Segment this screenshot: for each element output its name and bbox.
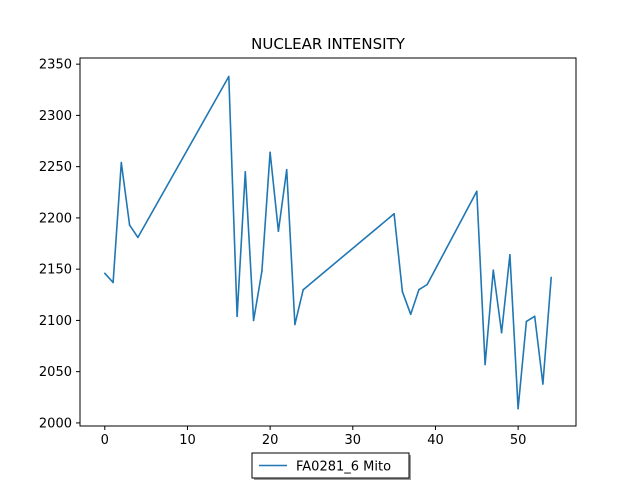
- data-point: [409, 313, 412, 316]
- data-point: [533, 315, 536, 318]
- series-layer: [104, 75, 552, 410]
- data-point: [492, 269, 495, 272]
- y-axis: 2000 2050 2100 2150 2200 2250 2300 2350: [39, 58, 80, 431]
- data-point: [112, 281, 114, 284]
- data-point: [542, 383, 544, 385]
- data-point: [128, 224, 131, 226]
- x-tick-label: 40: [427, 433, 444, 448]
- data-point: [517, 407, 519, 410]
- x-tick-label: 0: [101, 433, 109, 448]
- data-point: [252, 319, 255, 322]
- data-point: [285, 168, 288, 171]
- x-tick-label: 50: [510, 433, 527, 448]
- series-line-0: [104, 75, 552, 410]
- y-tick-label: 2300: [39, 109, 72, 124]
- data-point: [277, 230, 280, 232]
- y-tick-label: 2150: [39, 263, 72, 278]
- data-point: [476, 190, 478, 193]
- data-point: [261, 270, 263, 273]
- x-tick-label: 30: [345, 433, 362, 448]
- data-point: [228, 75, 230, 78]
- y-tick-label: 2050: [39, 365, 72, 380]
- data-point: [302, 288, 305, 291]
- data-point: [484, 363, 486, 366]
- plot-frame: [79, 57, 577, 427]
- y-tick-label: 2200: [39, 211, 72, 226]
- y-tick-label: 2100: [39, 314, 72, 329]
- data-point: [244, 171, 247, 173]
- x-tick-label: 10: [179, 433, 196, 448]
- data-point: [525, 320, 528, 323]
- data-point: [137, 236, 139, 239]
- legend-label: FA0281_6 Mito: [296, 460, 391, 475]
- chart-title: NUCLEAR INTENSITY: [251, 35, 406, 53]
- data-point: [509, 254, 511, 256]
- data-point: [426, 283, 429, 286]
- x-tick-label: 20: [262, 433, 279, 448]
- data-point: [393, 213, 395, 215]
- data-point: [401, 290, 404, 293]
- data-point: [120, 161, 123, 164]
- y-tick-label: 2350: [39, 58, 72, 73]
- y-tick-label: 2000: [39, 416, 72, 431]
- data-point: [294, 323, 296, 326]
- data-point: [104, 272, 106, 275]
- legend: FA0281_6 Mito: [251, 452, 411, 480]
- data-point: [418, 288, 420, 291]
- data-point: [236, 315, 238, 318]
- x-axis: 0 10 20 30 40 50: [101, 426, 527, 448]
- y-tick-label: 2250: [39, 160, 72, 175]
- data-point: [550, 276, 552, 279]
- data-point: [500, 331, 503, 334]
- data-point: [269, 151, 271, 154]
